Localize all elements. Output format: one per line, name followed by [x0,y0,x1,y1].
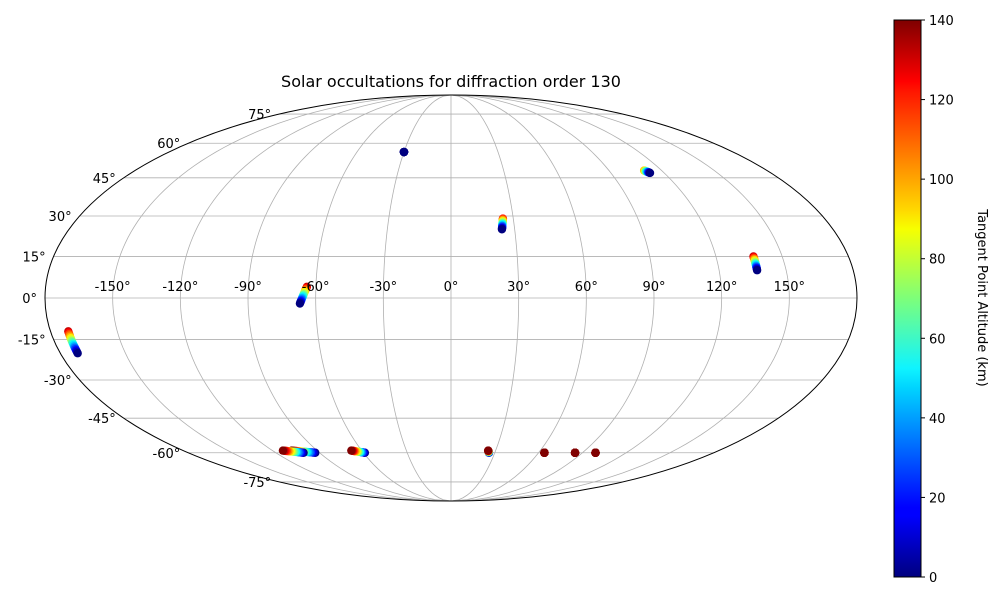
occultation-point [591,448,600,457]
chart-title: Solar occultations for diffraction order… [281,72,621,91]
occultation-point [752,266,762,275]
occultation-point [347,446,356,455]
longitude-tick-label: 90° [642,280,665,295]
longitude-tick-label: -30° [369,280,397,295]
longitude-tick-labels: -150° -120° -90° -60° -30° 0° 30° 60° 90° 120° 150… [95,280,805,295]
colorbar: 0 20 40 60 80 100 120 140 Tangent Point Altitud… [893,14,989,586]
occultation-point [645,168,655,178]
colorbar-tick-label: 40 [929,412,946,427]
latitude-tick-label: 0° [22,292,37,307]
colorbar-tick-label: 120 [929,94,954,109]
latitude-tick-label: 60° [157,137,180,152]
latitude-tick-label: -30° [44,374,72,389]
map-boundary [44,94,858,502]
colorbar-tick-label: 100 [929,173,954,188]
longitude-tick-label: 30° [507,280,530,295]
colorbar-tick-label: 20 [929,491,946,506]
longitude-tick-label: 150° [774,280,805,295]
occultation-point [483,446,493,455]
occultation-point [295,299,305,308]
colorbar-tick-label: 140 [929,14,954,29]
graticule [45,95,857,501]
latitude-tick-label: 15° [23,250,46,265]
latitude-tick-label: -60° [153,447,181,462]
occultation-point [570,448,580,457]
occultation-point [73,349,82,358]
latitude-tick-labels: -75° -60° -45° -30° -15° 0° 15° 30° 45° 60° 75° [18,108,271,491]
colorbar-ticks: 0 20 40 60 80 100 120 140 [921,14,954,586]
longitude-tick-label: 0° [444,280,459,295]
latitude-tick-label: -15° [18,334,46,349]
occultation-point [497,225,507,234]
colorbar-tick-label: 60 [929,332,946,347]
occultation-points [64,147,762,457]
colorbar-gradient [893,19,922,578]
latitude-tick-label: 45° [93,172,116,187]
colorbar-label: Tangent Point Altitude (km) [974,208,989,386]
latitude-tick-label: -45° [88,412,116,427]
occultation-point [278,446,288,455]
longitude-tick-label: 120° [706,280,737,295]
longitude-tick-label: -60° [302,280,330,295]
occultation-point [540,448,549,457]
longitude-tick-label: 60° [575,280,598,295]
colorbar-tick-label: 80 [929,253,946,268]
colorbar-tick-label: 0 [929,571,937,586]
latitude-tick-label: -75° [243,476,271,491]
longitude-tick-label: -120° [162,280,198,295]
occultation-point [399,147,409,157]
longitude-tick-label: -90° [234,280,262,295]
longitude-tick-label: -150° [95,280,131,295]
latitude-tick-label: 75° [248,108,271,123]
latitude-tick-label: 30° [49,210,72,225]
